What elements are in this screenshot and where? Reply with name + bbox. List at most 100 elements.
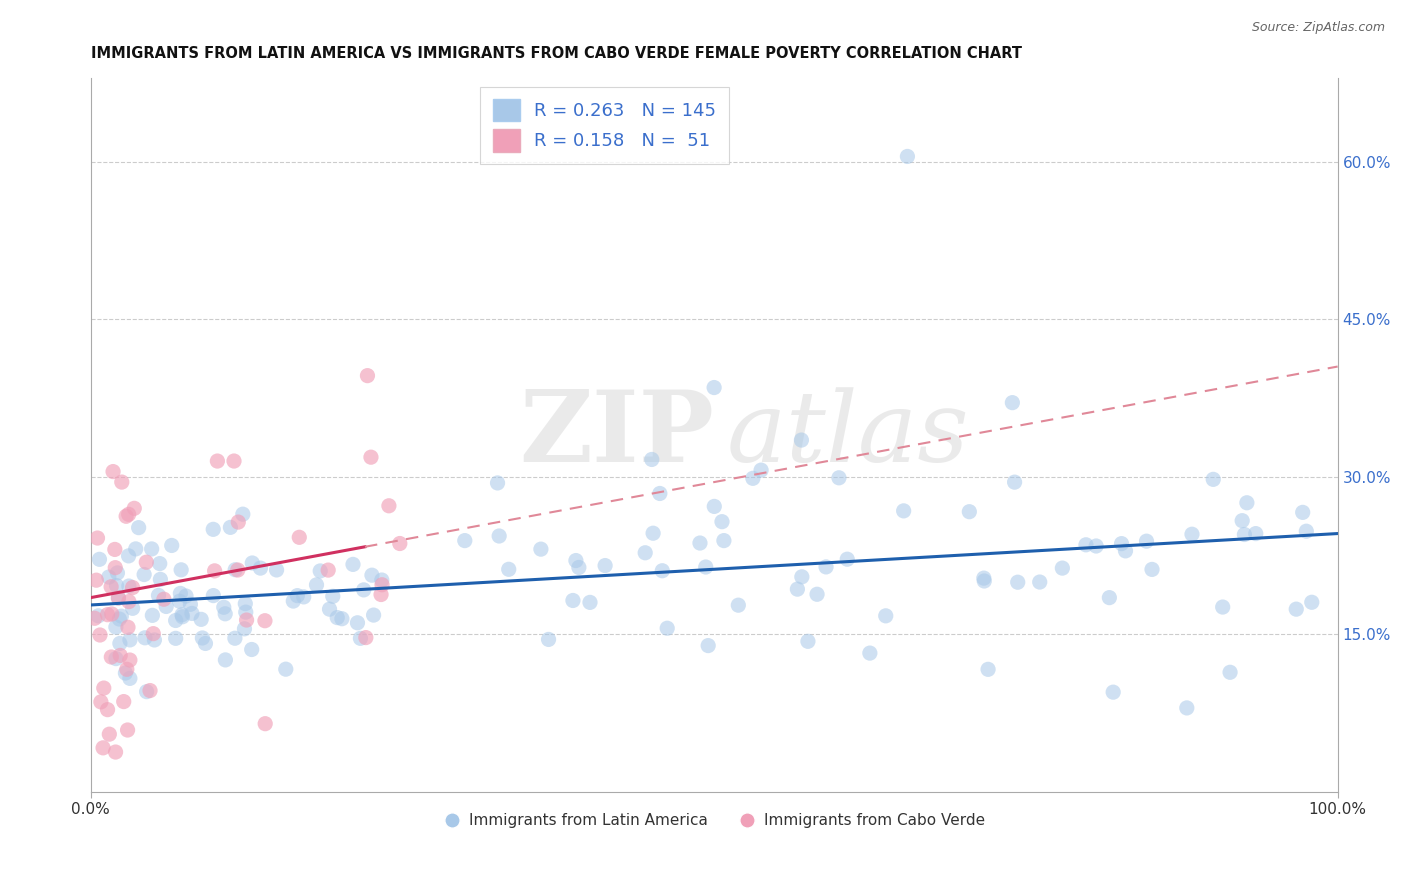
- Point: [101, 465, 124, 479]
- Point: [254, 716, 277, 731]
- Point: [1111, 536, 1133, 550]
- Point: [378, 499, 401, 513]
- Point: [224, 632, 246, 646]
- Point: [1028, 575, 1050, 590]
- Point: [107, 591, 129, 605]
- Point: [1181, 527, 1204, 541]
- Point: [172, 609, 194, 624]
- Point: [212, 600, 235, 615]
- Point: [148, 589, 170, 603]
- Point: [214, 653, 236, 667]
- Point: [713, 533, 735, 548]
- Point: [141, 608, 163, 623]
- Point: [191, 631, 214, 645]
- Point: [155, 599, 177, 614]
- Point: [790, 433, 813, 447]
- Point: [973, 571, 995, 585]
- Point: [537, 632, 560, 647]
- Point: [786, 582, 808, 596]
- Point: [134, 567, 156, 582]
- Point: [169, 594, 191, 608]
- Point: [977, 662, 1000, 676]
- Point: [232, 507, 254, 521]
- Point: [828, 471, 851, 485]
- Point: [360, 450, 382, 465]
- Point: [1175, 701, 1198, 715]
- Point: [1074, 538, 1097, 552]
- Point: [326, 610, 349, 624]
- Point: [274, 662, 297, 676]
- Point: [305, 578, 328, 592]
- Point: [110, 609, 132, 624]
- Point: [134, 631, 156, 645]
- Point: [486, 475, 509, 490]
- Point: [361, 568, 384, 582]
- Point: [149, 557, 172, 571]
- Point: [322, 590, 344, 604]
- Point: [233, 622, 256, 636]
- Point: [112, 695, 135, 709]
- Point: [634, 546, 657, 560]
- Point: [1085, 539, 1108, 553]
- Point: [1285, 602, 1308, 616]
- Point: [498, 562, 520, 576]
- Point: [318, 602, 340, 616]
- Point: [354, 631, 377, 645]
- Point: [143, 632, 166, 647]
- Point: [214, 607, 236, 621]
- Point: [703, 500, 725, 514]
- Point: [89, 552, 111, 566]
- Point: [370, 588, 392, 602]
- Point: [222, 454, 245, 468]
- Point: [226, 515, 249, 529]
- Point: [235, 613, 257, 627]
- Point: [108, 636, 131, 650]
- Point: [1301, 595, 1323, 609]
- Point: [135, 684, 157, 698]
- Point: [170, 607, 193, 622]
- Point: [104, 620, 127, 634]
- Point: [118, 508, 141, 522]
- Point: [160, 538, 183, 552]
- Point: [893, 504, 915, 518]
- Point: [240, 642, 263, 657]
- Point: [316, 563, 339, 577]
- Point: [875, 608, 897, 623]
- Point: [86, 531, 108, 545]
- Point: [121, 581, 143, 595]
- Point: [219, 520, 242, 534]
- Point: [973, 574, 995, 588]
- Point: [797, 634, 820, 648]
- Point: [118, 672, 141, 686]
- Point: [128, 521, 150, 535]
- Point: [117, 549, 139, 563]
- Text: atlas: atlas: [727, 387, 969, 483]
- Point: [114, 666, 136, 681]
- Point: [643, 526, 665, 541]
- Point: [1098, 591, 1121, 605]
- Point: [117, 620, 139, 634]
- Point: [561, 593, 583, 607]
- Point: [711, 515, 734, 529]
- Point: [342, 558, 364, 572]
- Point: [115, 509, 138, 524]
- Point: [249, 561, 271, 575]
- Point: [118, 632, 141, 647]
- Point: [104, 560, 127, 574]
- Point: [695, 560, 717, 574]
- Point: [651, 564, 673, 578]
- Point: [118, 594, 141, 608]
- Point: [149, 573, 172, 587]
- Point: [837, 552, 859, 566]
- Point: [83, 611, 105, 625]
- Point: [181, 607, 204, 621]
- Point: [104, 651, 127, 665]
- Point: [207, 454, 229, 468]
- Point: [309, 564, 332, 578]
- Point: [107, 591, 129, 605]
- Point: [579, 595, 602, 609]
- Point: [240, 556, 263, 570]
- Point: [896, 149, 918, 163]
- Point: [641, 452, 664, 467]
- Point: [266, 563, 288, 577]
